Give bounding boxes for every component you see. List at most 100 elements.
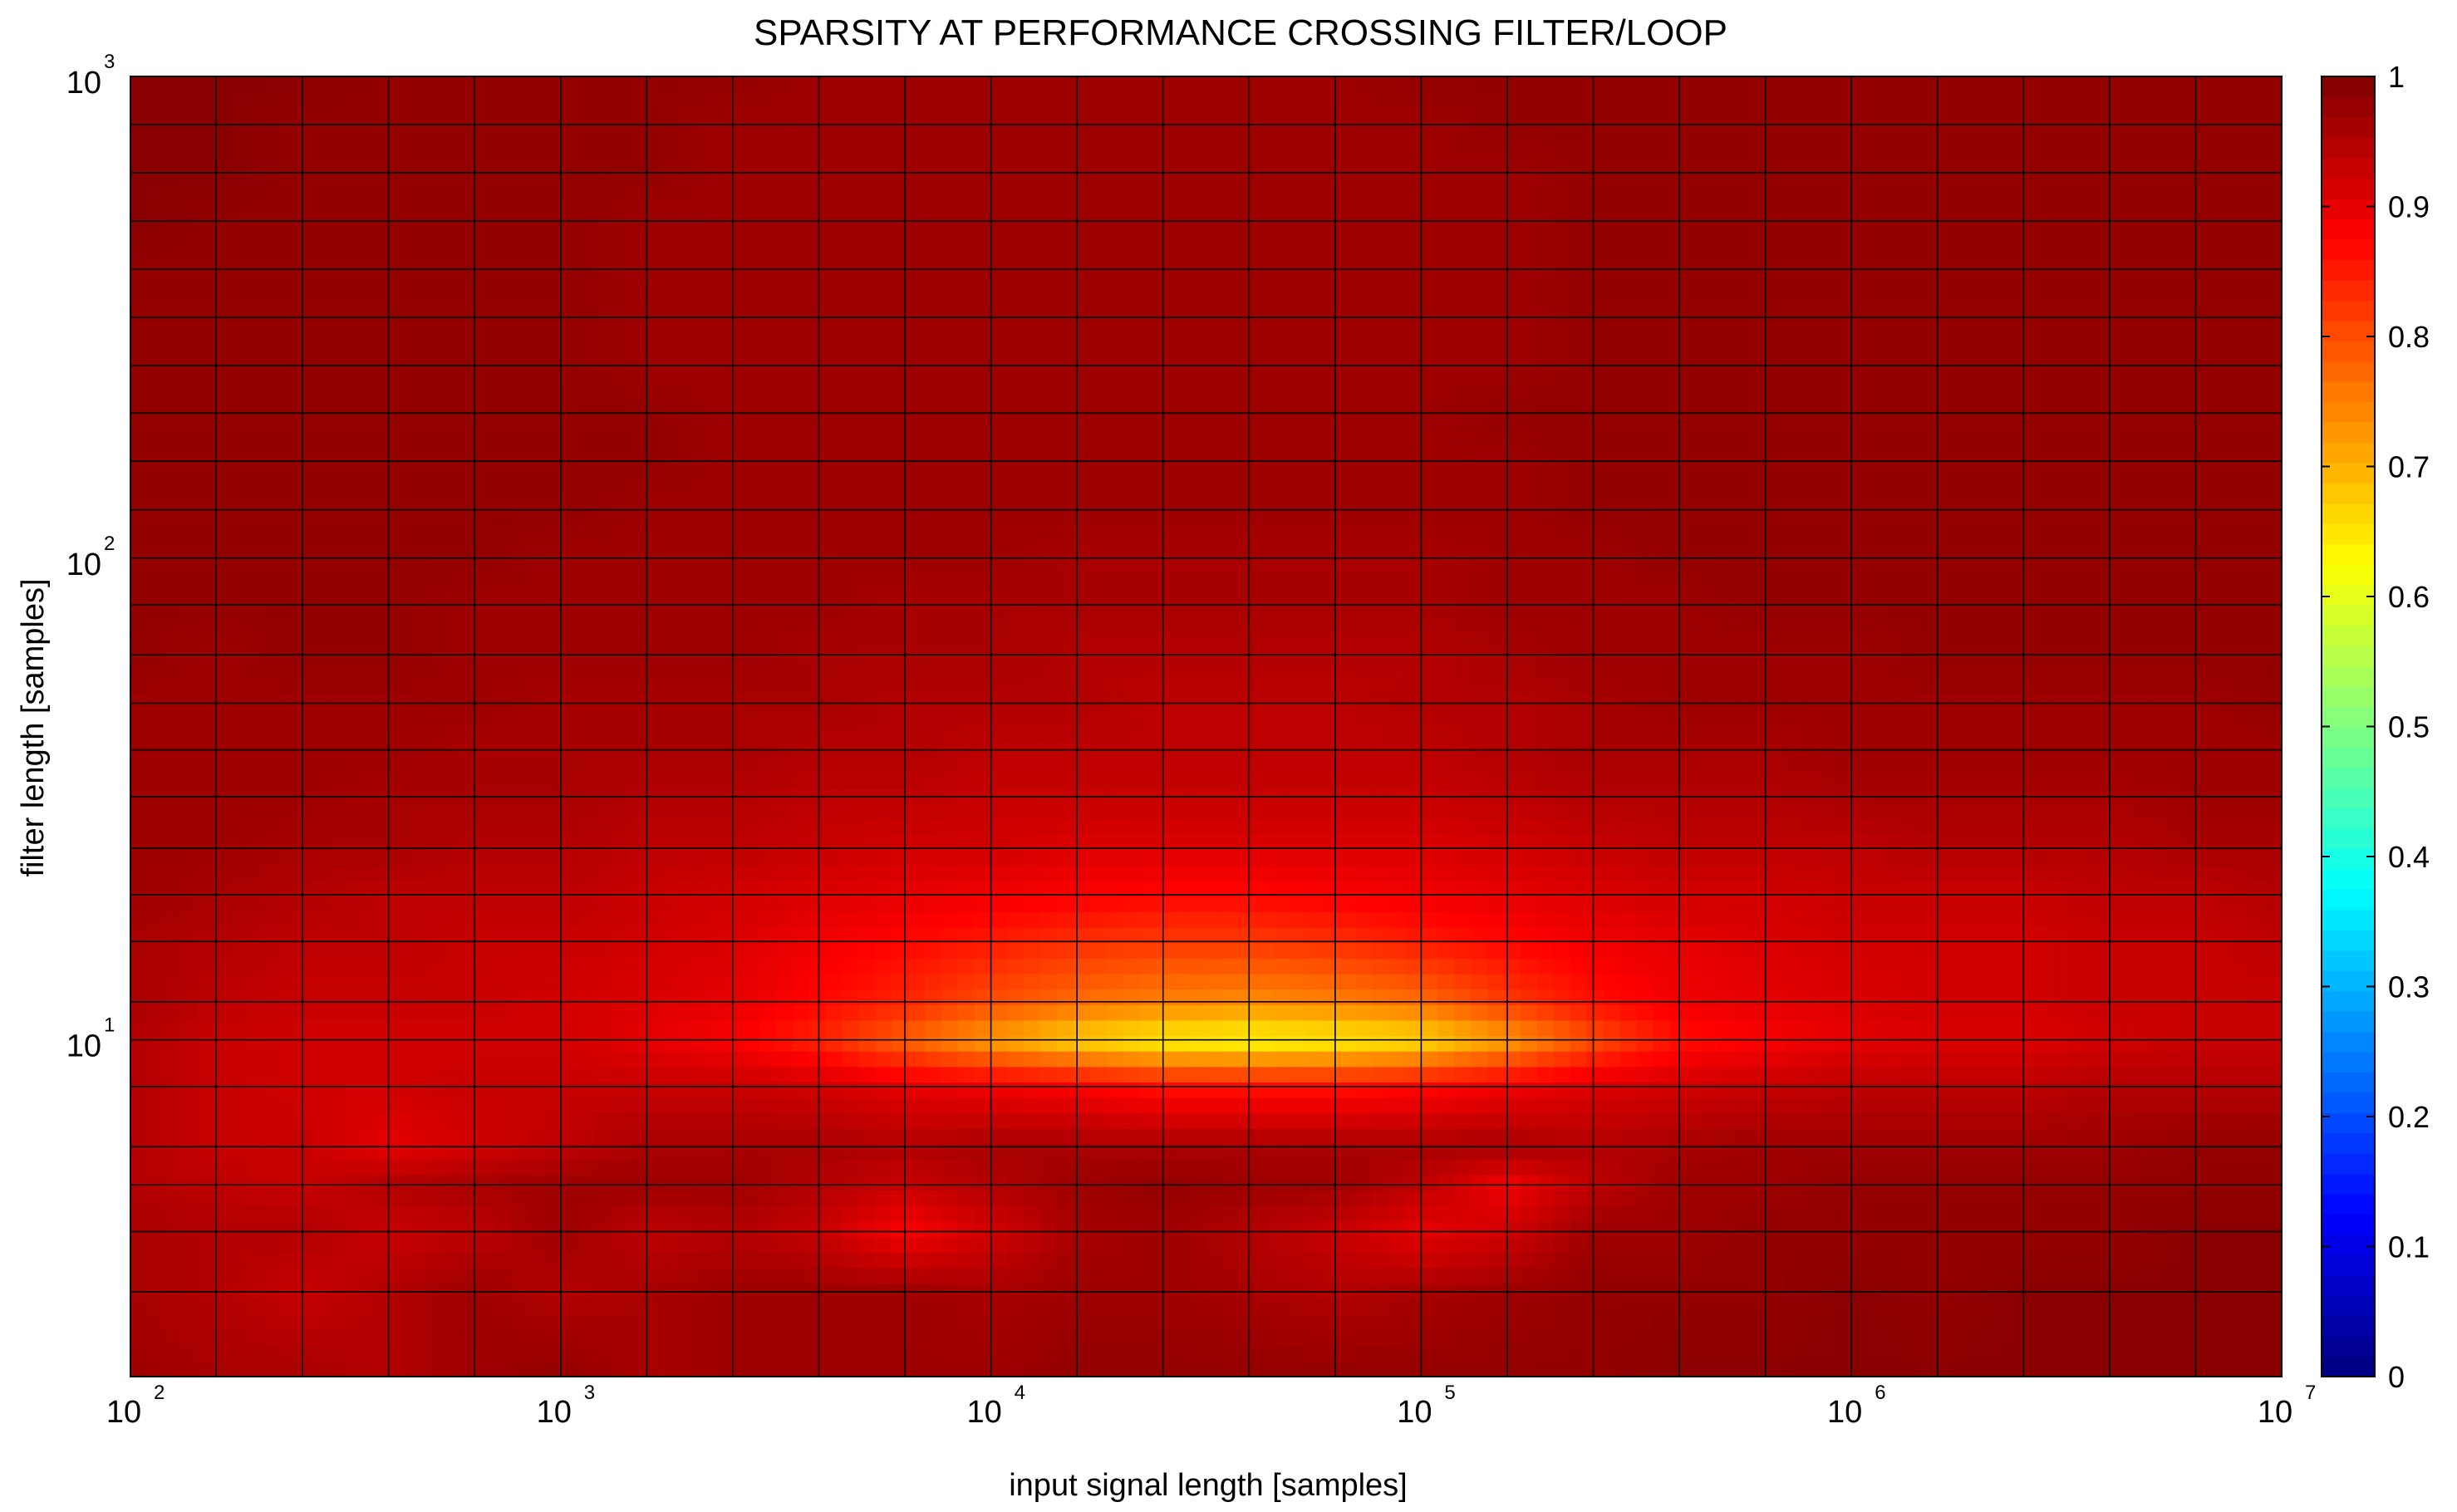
heatmap-cell: [1619, 463, 1638, 480]
heatmap-cell: [808, 572, 827, 588]
heatmap-cell: [1272, 509, 1290, 527]
heatmap-cell: [1189, 277, 1207, 294]
heatmap-cell: [2050, 587, 2067, 604]
heatmap-cell: [1256, 618, 1273, 635]
heatmap-cell: [213, 618, 231, 635]
heatmap-cell: [511, 262, 528, 278]
heatmap-cell: [130, 308, 148, 325]
heatmap-cell: [1967, 494, 1985, 511]
heatmap-cell: [527, 556, 545, 572]
heatmap-cell: [2182, 479, 2200, 495]
heatmap-cell: [1289, 200, 1306, 217]
heatmap-cell: [263, 556, 281, 572]
heatmap-cell: [676, 602, 694, 619]
heatmap-cell: [792, 277, 810, 294]
heatmap-cell: [1619, 277, 1638, 294]
heatmap-cell: [1520, 633, 1538, 650]
heatmap-cell: [974, 479, 992, 495]
heatmap-cell: [494, 602, 512, 619]
heatmap-cell: [660, 572, 678, 588]
heatmap-cell: [759, 308, 777, 325]
heatmap-cell: [1437, 231, 1456, 248]
heatmap-cell: [1536, 370, 1555, 387]
heatmap-cell: [196, 231, 214, 248]
heatmap-cell: [1967, 324, 1985, 341]
heatmap-cell: [792, 540, 810, 557]
heatmap-cell: [1454, 107, 1472, 124]
heatmap-cell: [560, 231, 578, 248]
heatmap-cell: [543, 602, 562, 619]
heatmap-cell: [610, 664, 628, 681]
heatmap-cell: [2248, 463, 2266, 480]
heatmap-cell: [1835, 277, 1852, 294]
heatmap-cell: [1801, 355, 1820, 371]
heatmap-cell: [1768, 246, 1786, 263]
heatmap-cell: [974, 509, 992, 527]
heatmap-cell: [1520, 308, 1538, 325]
heatmap-cell: [710, 91, 727, 109]
heatmap-cell: [1272, 107, 1290, 124]
heatmap-cell: [2115, 385, 2134, 403]
heatmap-cell: [378, 231, 396, 248]
heatmap-cell: [974, 292, 992, 310]
heatmap-cell: [296, 262, 313, 278]
heatmap-cell: [808, 401, 827, 418]
heatmap-cell: [163, 355, 181, 371]
heatmap-cell: [1503, 215, 1521, 233]
heatmap-cell: [1586, 556, 1604, 572]
heatmap-cell: [527, 215, 545, 233]
heatmap-cell: [1371, 169, 1389, 186]
heatmap-cell: [560, 76, 578, 93]
heatmap-cell: [1371, 154, 1389, 170]
heatmap-cell: [1752, 184, 1770, 201]
heatmap-cell: [229, 649, 248, 665]
heatmap-cell: [478, 649, 495, 665]
heatmap-cell: [2149, 494, 2167, 511]
heatmap-cell: [179, 246, 198, 263]
heatmap-cell: [2066, 262, 2084, 278]
heatmap-cell: [1074, 633, 1091, 650]
heatmap-cell: [2000, 525, 2018, 542]
heatmap-cell: [395, 292, 413, 310]
heatmap-cell: [1057, 324, 1074, 341]
heatmap-cell: [1471, 401, 1488, 418]
heatmap-cell: [263, 633, 281, 650]
heatmap-cell: [1868, 416, 1885, 434]
heatmap-cell: [725, 324, 744, 341]
heatmap-cell: [858, 169, 876, 186]
heatmap-cell: [627, 525, 645, 542]
heatmap-cell: [1040, 401, 1059, 418]
heatmap-cell: [1851, 215, 1869, 233]
heatmap-cell: [875, 122, 892, 140]
heatmap-cell: [1603, 370, 1621, 387]
heatmap-cell: [1139, 494, 1157, 511]
heatmap-cell: [428, 540, 446, 557]
heatmap-cell: [461, 262, 479, 278]
heatmap-cell: [2132, 587, 2150, 604]
heatmap-cell: [2265, 292, 2283, 310]
heatmap-cell: [213, 633, 231, 650]
heatmap-cell: [825, 572, 843, 588]
heatmap-cell: [1107, 169, 1124, 186]
heatmap-cell: [1686, 540, 1703, 557]
heatmap-cell: [610, 339, 628, 356]
heatmap-cell: [1057, 76, 1074, 93]
heatmap-cell: [1454, 339, 1472, 356]
heatmap-cell: [842, 339, 860, 356]
heatmap-cell: [1917, 618, 1935, 635]
heatmap-cell: [2265, 355, 2283, 371]
heatmap-cell: [1983, 138, 2002, 155]
heatmap-cell: [1752, 401, 1770, 418]
heatmap-cell: [1950, 448, 1968, 464]
heatmap-cell: [328, 509, 346, 527]
heatmap-cell: [1007, 479, 1025, 495]
heatmap-cell: [146, 494, 165, 511]
heatmap-cell: [2248, 509, 2266, 527]
heatmap-cell: [2132, 370, 2150, 387]
heatmap-cell: [445, 277, 463, 294]
heatmap-cell: [1305, 509, 1323, 527]
heatmap-cell: [941, 618, 959, 635]
heatmap-cell: [693, 525, 710, 542]
heatmap-cell: [428, 122, 446, 140]
heatmap-cell: [2248, 618, 2266, 635]
